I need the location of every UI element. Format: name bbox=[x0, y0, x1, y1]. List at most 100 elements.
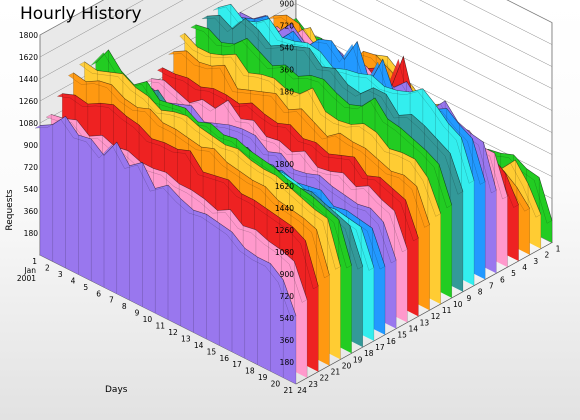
x-tick: 20 bbox=[271, 380, 281, 389]
y-tick-right: 1080 bbox=[275, 248, 294, 257]
z-tick: 24 bbox=[297, 386, 307, 395]
z-tick: 12 bbox=[431, 312, 441, 321]
ribbon-top-hour-21 bbox=[68, 72, 330, 279]
ribbon-top-hour-22 bbox=[56, 93, 319, 290]
y-tick-left: 180 bbox=[24, 229, 39, 238]
y-tick-right: 360 bbox=[280, 336, 295, 345]
z-tick: 19 bbox=[353, 355, 363, 364]
ribbon-line-hour-20 bbox=[84, 61, 341, 267]
y-tick-right: 1800 bbox=[275, 160, 294, 169]
z-tick: 14 bbox=[409, 325, 419, 334]
x-tick: 5 bbox=[83, 283, 88, 292]
ribbon-top-hour-11 bbox=[179, 33, 441, 217]
z-tick: 6 bbox=[500, 275, 505, 284]
y-tick-left: 1620 bbox=[19, 53, 38, 62]
x-axis-label: Days bbox=[105, 385, 128, 395]
ribbon-line-hour-15 bbox=[140, 84, 397, 261]
ribbon-line-hour-9 bbox=[206, 14, 464, 192]
ribbon-top-hour-12 bbox=[168, 50, 430, 228]
x-tick: 15 bbox=[207, 347, 217, 356]
ribbon-hour-24 bbox=[40, 116, 296, 385]
ribbon-line-hour-10 bbox=[195, 24, 453, 206]
z-tick: 15 bbox=[397, 331, 407, 340]
ribbon-top-hour-14 bbox=[145, 78, 408, 253]
z-tick: 10 bbox=[453, 300, 463, 309]
x-tick: 21 bbox=[283, 386, 293, 395]
y-tick-right: 180 bbox=[280, 358, 295, 367]
x-tick-date: Jan bbox=[23, 266, 36, 275]
y-tick-back: 180 bbox=[280, 88, 295, 97]
x-tick: 11 bbox=[155, 322, 165, 331]
z-tick: 17 bbox=[375, 343, 385, 352]
ribbon-top-hour-24 bbox=[34, 116, 297, 319]
ribbon-line-hour-12 bbox=[173, 50, 430, 225]
x-tick: 17 bbox=[232, 360, 242, 369]
z-tick: 20 bbox=[342, 361, 352, 370]
ribbon-top-hour-10 bbox=[190, 24, 453, 209]
ribbon-line-hour-23 bbox=[51, 114, 308, 300]
x-tick: 13 bbox=[181, 334, 191, 343]
y-tick-left: 1260 bbox=[19, 97, 38, 106]
y-tick-right: 720 bbox=[280, 292, 295, 301]
x-tick-date: 2001 bbox=[17, 274, 36, 283]
y-tick-right: 900 bbox=[280, 270, 295, 279]
ribbon-series bbox=[34, 3, 553, 385]
z-tick: 22 bbox=[319, 374, 329, 383]
chart-title: Hourly History bbox=[20, 4, 142, 24]
ribbon-top-hour-19 bbox=[90, 49, 352, 269]
y-tick-left: 360 bbox=[24, 207, 39, 216]
ribbon-line-hour-8 bbox=[218, 3, 475, 181]
y-tick-back: 540 bbox=[280, 44, 295, 53]
gridline bbox=[39, 0, 553, 80]
x-tick: 10 bbox=[143, 315, 153, 324]
y-axis-label: Requests bbox=[5, 189, 15, 231]
y-tick-left: 1080 bbox=[19, 119, 38, 128]
z-tick: 21 bbox=[331, 368, 341, 377]
y-tick-left: 900 bbox=[24, 141, 39, 150]
x-tick: 1 bbox=[32, 257, 37, 266]
y-tick-left: 540 bbox=[24, 185, 39, 194]
y-tick-right: 540 bbox=[280, 314, 295, 323]
x-tick: 19 bbox=[258, 373, 268, 382]
x-tick: 9 bbox=[135, 309, 140, 318]
ribbon-line-hour-19 bbox=[95, 49, 352, 266]
z-tick: 11 bbox=[442, 306, 452, 315]
x-tick: 4 bbox=[71, 276, 76, 285]
z-tick: 3 bbox=[533, 257, 538, 266]
x-tick: 6 bbox=[96, 289, 101, 298]
ribbon-line-hour-22 bbox=[62, 93, 319, 287]
z-tick: 4 bbox=[522, 263, 527, 272]
axis-ticks: 1801801803603603605405405407207207209009… bbox=[17, 0, 561, 395]
y-tick-left: 720 bbox=[24, 163, 39, 172]
z-tick: 9 bbox=[467, 294, 472, 303]
z-tick: 7 bbox=[489, 281, 494, 290]
ribbon-line-hour-24 bbox=[39, 115, 297, 316]
x-tick: 2 bbox=[45, 263, 50, 272]
x-tick: 3 bbox=[58, 270, 63, 279]
z-tick: 8 bbox=[478, 288, 483, 297]
z-tick: 13 bbox=[420, 318, 430, 327]
gridline bbox=[39, 0, 553, 102]
y-tick-right: 1620 bbox=[275, 182, 294, 191]
y-tick-left: 1440 bbox=[19, 75, 38, 84]
ribbon-top-hour-9 bbox=[201, 14, 464, 195]
z-tick: 18 bbox=[364, 349, 374, 358]
y-tick-right: 1440 bbox=[275, 204, 294, 213]
y-tick-right: 1260 bbox=[275, 226, 294, 235]
ribbon-line-hour-11 bbox=[184, 33, 441, 214]
y-tick-back: 900 bbox=[280, 0, 295, 9]
z-tick: 5 bbox=[511, 269, 516, 278]
y-tick-back: 360 bbox=[280, 66, 295, 75]
x-tick: 14 bbox=[194, 341, 204, 350]
y-tick-back: 720 bbox=[280, 22, 295, 31]
ribbon-line-hour-13 bbox=[162, 67, 419, 239]
gridline bbox=[39, 0, 553, 58]
z-tick: 16 bbox=[386, 337, 396, 346]
z-tick: 2 bbox=[544, 251, 549, 260]
y-tick-left: 1800 bbox=[19, 31, 38, 40]
ribbon-top-hour-13 bbox=[156, 67, 419, 242]
ribbon-top-hour-20 bbox=[79, 61, 341, 270]
ribbon-line-hour-14 bbox=[151, 78, 408, 250]
